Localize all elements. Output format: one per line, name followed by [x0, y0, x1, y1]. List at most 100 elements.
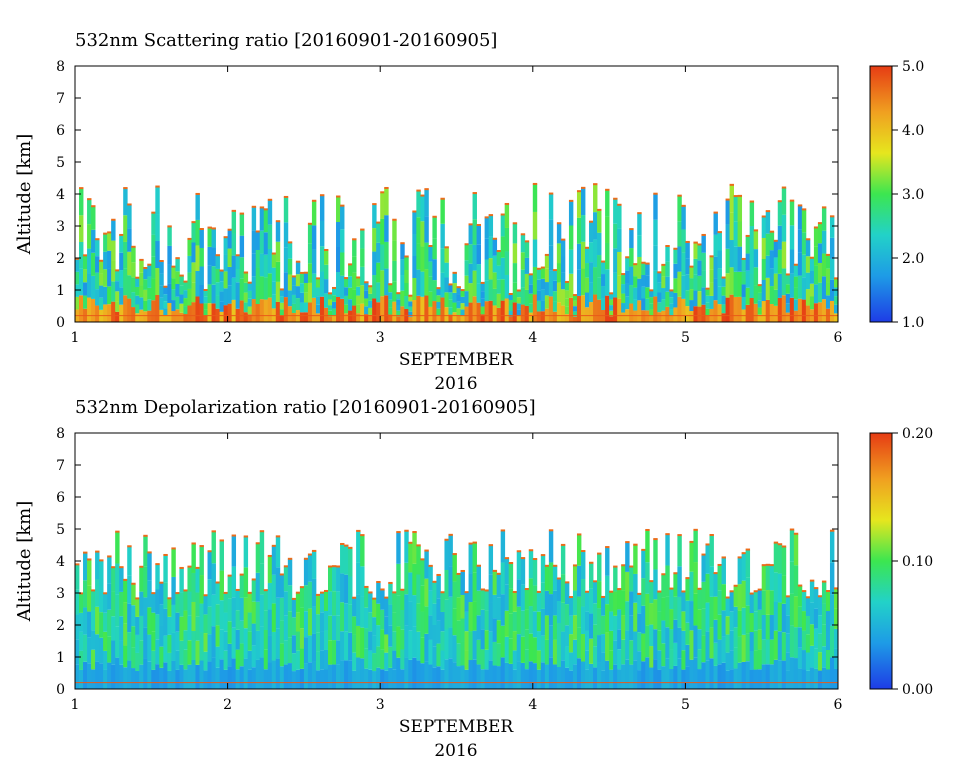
- heatmap-cell: [689, 311, 694, 322]
- heatmap-cell: [139, 260, 144, 273]
- heatmap-cell: [580, 551, 586, 580]
- heatmap-cell: [360, 535, 365, 567]
- heatmap-cell: [524, 240, 530, 243]
- heatmap-cell: [219, 271, 224, 282]
- heatmap-cell: [291, 275, 297, 278]
- heatmap-cell: [315, 651, 321, 671]
- heatmap-cell: [215, 667, 220, 689]
- heatmap-cell: [717, 614, 722, 640]
- heatmap-cell: [303, 663, 309, 689]
- heatmap-cell: [753, 630, 759, 651]
- heatmap-cell: [833, 628, 839, 649]
- heatmap-cell: [657, 271, 662, 274]
- heatmap-cell: [568, 273, 574, 298]
- heatmap-cell: [291, 653, 297, 672]
- heatmap-cell: [476, 302, 481, 322]
- heatmap-cell: [259, 207, 265, 231]
- heatmap-cell: [432, 580, 437, 583]
- heatmap-cell: [119, 566, 124, 569]
- heatmap-cell: [424, 242, 429, 270]
- heatmap-cell: [115, 594, 120, 627]
- heatmap-cell: [87, 558, 92, 561]
- heatmap-cell: [544, 564, 550, 567]
- heatmap-cell: [737, 221, 743, 247]
- heatmap-cell: [464, 244, 469, 261]
- colorbar-tick-label: 3.0: [902, 187, 924, 203]
- heatmap-cell: [195, 296, 200, 322]
- heatmap-cell: [239, 300, 245, 322]
- heatmap-cell: [336, 591, 341, 616]
- y-tick-label: 1: [56, 283, 65, 299]
- heatmap-cell: [388, 667, 393, 689]
- heatmap-cell: [336, 197, 341, 223]
- heatmap-cell: [199, 546, 204, 576]
- heatmap-cell: [279, 643, 285, 667]
- heatmap-cell: [255, 231, 261, 250]
- heatmap-cell: [167, 670, 172, 689]
- heatmap-cell: [568, 597, 574, 616]
- heatmap-cell: [79, 241, 84, 269]
- heatmap-cell: [669, 289, 674, 292]
- heatmap-cell: [388, 292, 393, 300]
- heatmap-cell: [131, 262, 136, 278]
- heatmap-cell: [733, 221, 739, 247]
- heatmap-cell: [131, 245, 136, 248]
- heatmap-cell: [677, 196, 682, 222]
- heatmap-cell: [291, 312, 297, 322]
- heatmap-cell: [311, 606, 317, 634]
- heatmap-cell: [729, 590, 734, 593]
- heatmap-cell: [564, 604, 570, 626]
- heatmap-cell: [821, 207, 827, 231]
- heatmap-cell: [653, 194, 658, 220]
- heatmap-cell: [593, 581, 598, 604]
- heatmap-cell: [344, 660, 349, 689]
- heatmap-cell: [364, 607, 369, 629]
- heatmap-cell: [617, 205, 622, 229]
- heatmap-cell: [657, 282, 662, 293]
- heatmap-cell: [597, 208, 602, 211]
- heatmap-cell: [259, 253, 265, 277]
- heatmap-cell: [448, 596, 453, 628]
- heatmap-cell: [649, 297, 654, 304]
- heatmap-cell: [219, 281, 224, 292]
- heatmap-cell: [709, 596, 714, 628]
- heatmap-cell: [825, 255, 831, 269]
- heatmap-cell: [231, 299, 237, 322]
- heatmap-cell: [741, 259, 747, 272]
- heatmap-cell: [528, 606, 534, 634]
- heatmap-cell: [396, 299, 401, 306]
- heatmap-cell: [83, 269, 88, 283]
- heatmap-cell: [303, 271, 309, 274]
- heatmap-cell: [263, 232, 269, 255]
- heatmap-cell: [115, 563, 120, 595]
- heatmap-cell: [645, 657, 650, 689]
- heatmap-cell: [79, 669, 84, 689]
- heatmap-cell: [757, 284, 763, 287]
- heatmap-cell: [380, 629, 385, 650]
- heatmap-cell: [637, 300, 642, 322]
- heatmap-cell: [657, 292, 662, 303]
- heatmap-cell: [207, 551, 212, 580]
- heatmap-cell: [773, 541, 779, 544]
- heatmap-cell: [500, 594, 506, 626]
- x-tick-label: 6: [834, 697, 843, 713]
- heatmap-cell: [576, 217, 582, 244]
- heatmap-cell: [364, 290, 369, 299]
- heatmap-cell: [295, 593, 301, 613]
- heatmap-cell: [440, 669, 445, 689]
- heatmap-cell: [388, 307, 393, 315]
- heatmap-cell: [580, 579, 586, 607]
- heatmap-cell: [749, 592, 755, 595]
- heatmap-cell: [737, 636, 743, 663]
- heatmap-cell: [769, 564, 775, 567]
- heatmap-cell: [384, 188, 389, 216]
- heatmap-cell: [492, 571, 498, 595]
- colorbar-tick-label: 2.0: [902, 251, 924, 267]
- heatmap-cell: [311, 273, 317, 298]
- heatmap-cell: [753, 249, 759, 268]
- heatmap-cell: [440, 199, 445, 224]
- heatmap-cell: [508, 310, 514, 317]
- heatmap-cell: [131, 247, 136, 263]
- heatmap-cell: [476, 244, 481, 265]
- heatmap-cell: [163, 555, 168, 583]
